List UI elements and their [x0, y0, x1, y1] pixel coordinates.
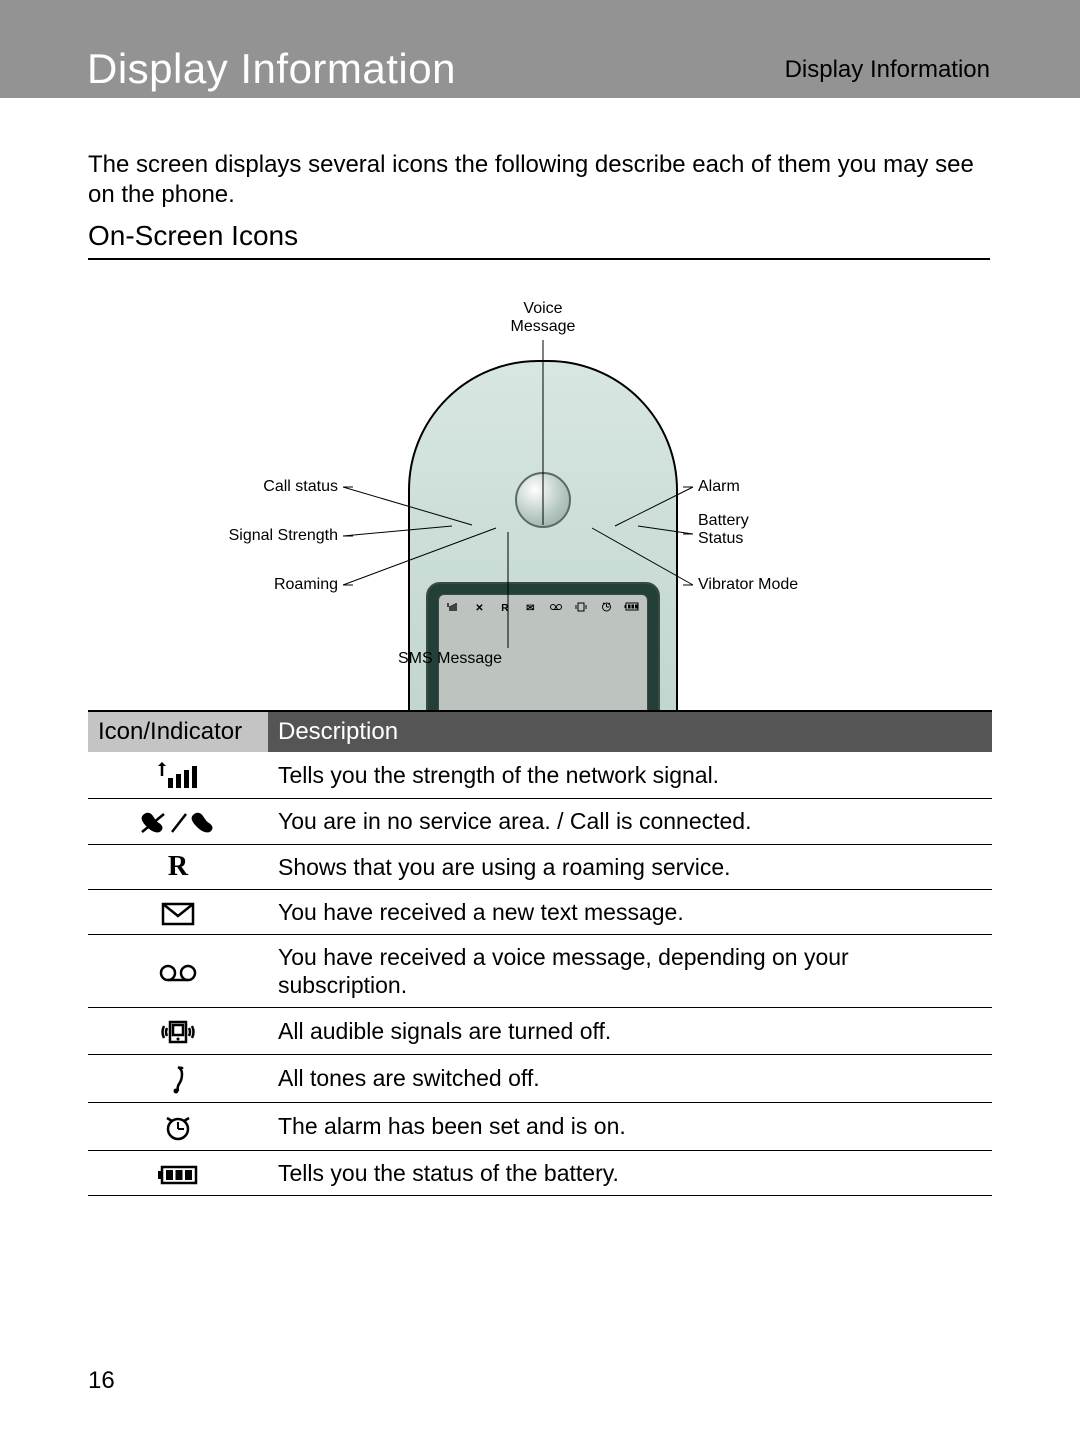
icon-description: All audible signals are turned off. — [268, 1007, 992, 1054]
sms-icon — [88, 889, 268, 934]
roaming-icon: R — [497, 603, 513, 614]
sms-icon: ✉ — [522, 603, 538, 614]
label-alarm: Alarm — [698, 478, 740, 496]
table-row: All audible signals are turned off. — [88, 1007, 992, 1054]
signal-icon — [446, 602, 462, 615]
alarm-icon — [88, 1102, 268, 1150]
icon-description-table: Icon/Indicator Description Tells you the… — [88, 710, 992, 1196]
label-voice-message: VoiceMessage — [503, 300, 583, 336]
icon-description: The alarm has been set and is on. — [268, 1102, 992, 1150]
intro-text: The screen displays several icons the fo… — [88, 150, 990, 210]
status-icon-row: ✕ R ✉ — [446, 601, 640, 615]
noservice-icon: ✕ — [471, 603, 487, 614]
alarm-icon — [599, 601, 615, 615]
page-title: Display Information — [87, 45, 456, 93]
table-row: You are in no service area. / Call is co… — [88, 798, 992, 844]
icon-description: You are in no service area. / Call is co… — [268, 798, 992, 844]
icon-description: You have received a new text message. — [268, 889, 992, 934]
label-sms: SMS Message — [398, 650, 502, 668]
table-row: You have received a voice message, depen… — [88, 934, 992, 1007]
speaker-icon — [515, 472, 571, 528]
battery-icon — [624, 602, 640, 614]
table-row: You have received a new text message. — [88, 889, 992, 934]
label-vibrator: Vibrator Mode — [698, 576, 798, 594]
breadcrumb: Display Information — [785, 56, 990, 84]
battery-icon — [88, 1150, 268, 1195]
table-row: The alarm has been set and is on. — [88, 1102, 992, 1150]
label-signal-strength: Signal Strength — [198, 527, 338, 545]
label-battery: BatteryStatus — [698, 512, 749, 548]
signal-icon — [88, 752, 268, 798]
phone-screen: ✕ R ✉ — [426, 582, 660, 710]
phone-diagram: ✕ R ✉ — [88, 280, 988, 710]
icon-description: Shows that you are using a roaming servi… — [268, 844, 992, 889]
vibrate-icon — [573, 602, 589, 615]
icon-description: Tells you the status of the battery. — [268, 1150, 992, 1195]
label-roaming: Roaming — [238, 576, 338, 594]
icon-description: You have received a voice message, depen… — [268, 934, 992, 1007]
icon-description: Tells you the strength of the network si… — [268, 752, 992, 798]
table-header-desc: Description — [268, 711, 992, 752]
table-header-icon: Icon/Indicator — [88, 711, 268, 752]
voicemail-icon — [88, 934, 268, 1007]
table-row: Tells you the status of the battery. — [88, 1150, 992, 1195]
label-call-status: Call status — [228, 478, 338, 496]
page-header: Display Information Display Information — [0, 0, 1080, 98]
table-row: All tones are switched off. — [88, 1054, 992, 1102]
table-row: Tells you the strength of the network si… — [88, 752, 992, 798]
section-heading: On-Screen Icons — [88, 220, 990, 260]
voicemail-icon — [548, 603, 564, 614]
vibrate-icon — [88, 1007, 268, 1054]
page-number: 16 — [88, 1367, 115, 1395]
call-icon — [88, 798, 268, 844]
mute-icon — [88, 1054, 268, 1102]
table-row: RShows that you are using a roaming serv… — [88, 844, 992, 889]
roaming-icon: R — [88, 844, 268, 889]
icon-description: All tones are switched off. — [268, 1054, 992, 1102]
